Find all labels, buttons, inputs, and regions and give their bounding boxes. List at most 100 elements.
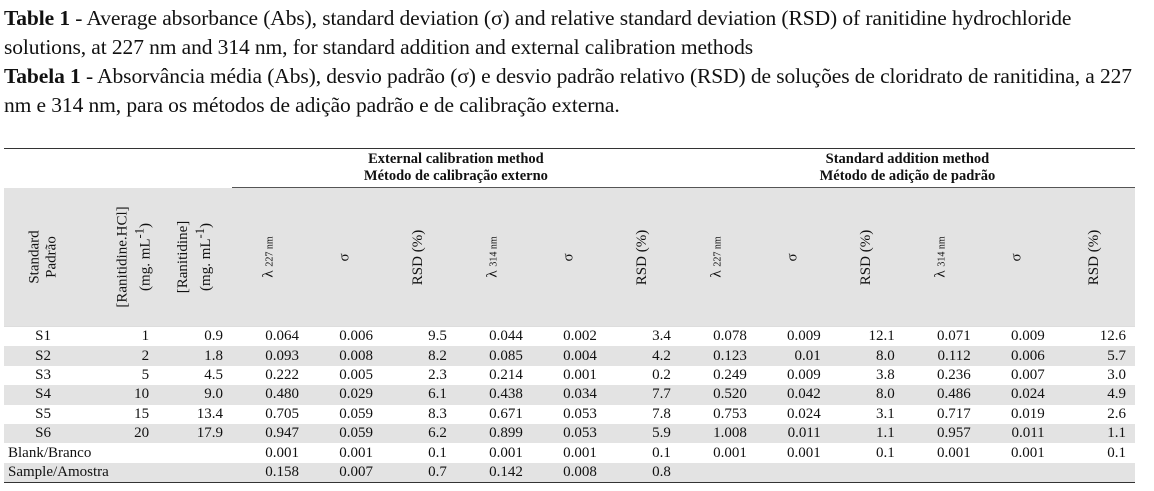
table-cell: 4.2 [605, 346, 680, 366]
table-cell: 3.1 [875, 405, 895, 422]
table-cell: 0.480 [232, 385, 309, 405]
table-cell: 0.034 [531, 385, 606, 405]
col-ext-lambda-227: λ 227 nm [232, 187, 309, 327]
col-ext-rsd-314: RSD (%) [605, 187, 680, 327]
table-cell: 0.009 [787, 328, 821, 345]
caption-pt-label: Tabela 1 [4, 64, 81, 88]
table-cell: 0.044 [489, 328, 523, 345]
table-cell: 0.001 [936, 444, 971, 461]
table-cell: 0.142 [455, 462, 532, 484]
table-cell: 0.006 [339, 328, 373, 345]
row-label-cell: S2 [4, 346, 85, 366]
group-header-external: External calibration method Método de ca… [232, 148, 680, 188]
table-cell: 0.123 [679, 346, 756, 366]
table-cell: 1.1 [1053, 423, 1135, 444]
table-cell: 0.8 [605, 462, 680, 484]
row-label-cell: S3 [35, 366, 51, 383]
table-cell: 0.001 [489, 444, 523, 461]
group-header-standard-addition: Standard addition method Método de adiçã… [679, 148, 1135, 188]
col-std-sigma-227: σ [755, 187, 830, 327]
table-cell [903, 462, 980, 484]
table-cell: 0.006 [979, 346, 1054, 366]
table-cell: 6.1 [381, 385, 456, 405]
col-ranitidine-hcl: [Ranitidine.HCl] (mg. mL-1) [84, 187, 159, 327]
table-cell: 5.7 [1053, 346, 1135, 366]
group-ext-line1: External calibration method [368, 151, 544, 167]
table-cell: 3.4 [652, 328, 671, 345]
table-cell: 0.059 [308, 423, 382, 444]
table-cell [84, 462, 159, 484]
table-cell: 0.001 [563, 444, 597, 461]
table-cell: 0.222 [265, 366, 300, 383]
col-std-lambda-314: λ 314 nm [903, 187, 980, 327]
table-cell: 1 [141, 328, 150, 345]
table-cell: 0.438 [455, 385, 532, 405]
table-cell: 0.9 [204, 328, 224, 345]
table-row: S1 1 0.9 0.064 0.006 9.5 0.044 0.002 3.4 0.078 0.0… [4, 327, 1135, 347]
table-cell: 0.957 [903, 423, 980, 444]
row-label-cell: S4 [4, 385, 85, 405]
table-cell: 13.4 [196, 405, 224, 422]
table-cell [158, 462, 233, 484]
table-cell: 0.001 [563, 366, 597, 383]
table-cell: 6.2 [381, 423, 456, 444]
table-cell: 1.1 [829, 423, 904, 444]
table-cell: 0.001 [713, 444, 747, 461]
table-cell: 0.01 [755, 346, 830, 366]
table-cell: 0.019 [1010, 405, 1045, 422]
table-cell: 0.009 [787, 366, 821, 383]
table-cell: 0.001 [339, 444, 373, 461]
caption-english: Table 1 - Average absorbance (Abs), stan… [4, 4, 1150, 62]
table-cell: 5.9 [605, 423, 680, 444]
table-cell: 0.008 [308, 346, 382, 366]
table-row: S2 2 1.8 0.093 0.008 8.2 0.085 0.004 4.2 0.123 0.0… [4, 346, 1135, 366]
row-label-cell: S6 [4, 423, 85, 444]
col-std-sigma-314: σ [979, 187, 1054, 327]
table-cell: 0.717 [936, 405, 971, 422]
table-cell: 5 [141, 366, 150, 383]
table-cell: 0.753 [713, 405, 747, 422]
table-cell: 4.5 [204, 366, 224, 383]
row-label-cell: Sample/Amostra [4, 462, 109, 484]
col-ext-sigma-314: σ [531, 187, 606, 327]
table-cell [979, 462, 1054, 484]
col-std-lambda-227: λ 227 nm [679, 187, 756, 327]
row-label-cell: Blank/Branco [8, 444, 92, 461]
table-cell: 1.8 [158, 346, 233, 366]
table-cell: 0.093 [232, 346, 309, 366]
table-cell: 0.001 [787, 444, 821, 461]
col-ext-rsd-227: RSD (%) [381, 187, 456, 327]
group-header-spacer [4, 148, 233, 188]
table-cell: 0.011 [755, 423, 830, 444]
table-cell: 0.001 [265, 444, 300, 461]
table-cell: 10 [84, 385, 159, 405]
caption-en-label: Table 1 [4, 6, 71, 30]
table-cell: 9.5 [428, 328, 447, 345]
col-std-rsd-314: RSD (%) [1053, 187, 1135, 327]
table-body: S1 1 0.9 0.064 0.006 9.5 0.044 0.002 3.4 0.078 0.0… [4, 327, 1135, 484]
table-cell: 2 [84, 346, 159, 366]
table-cell [829, 462, 904, 484]
table-cell: 8.0 [829, 346, 904, 366]
table-cell: 8.2 [381, 346, 456, 366]
table-cell: 0.1 [875, 444, 895, 461]
table-cell: 0.1 [1107, 444, 1126, 461]
table-cell: 20 [84, 423, 159, 444]
table-cell: 0.236 [936, 366, 971, 383]
table-cell: 0.112 [903, 346, 980, 366]
table-caption: Table 1 - Average absorbance (Abs), stan… [4, 4, 1150, 120]
table-cell [679, 462, 756, 484]
table-cell: 0.486 [903, 385, 980, 405]
col-ranitidine: [Ranitidine] (mg. mL-1) [158, 187, 233, 327]
table-cell: 0.004 [531, 346, 606, 366]
table-cell: 0.947 [232, 423, 309, 444]
table-cell: 0.1 [652, 444, 671, 461]
table-cell: 12.1 [868, 328, 895, 345]
column-header-row: Standard Padrão [Ranitidine.HCl] (mg. mL-1… [4, 187, 1135, 327]
table-cell: 0.078 [713, 328, 747, 345]
row-label-cell: S1 [35, 328, 51, 345]
table-cell: 0.005 [339, 366, 373, 383]
table-cell: 0.2 [652, 366, 671, 383]
table-cell: 0.1 [428, 444, 447, 461]
table-cell: 0.042 [755, 385, 830, 405]
